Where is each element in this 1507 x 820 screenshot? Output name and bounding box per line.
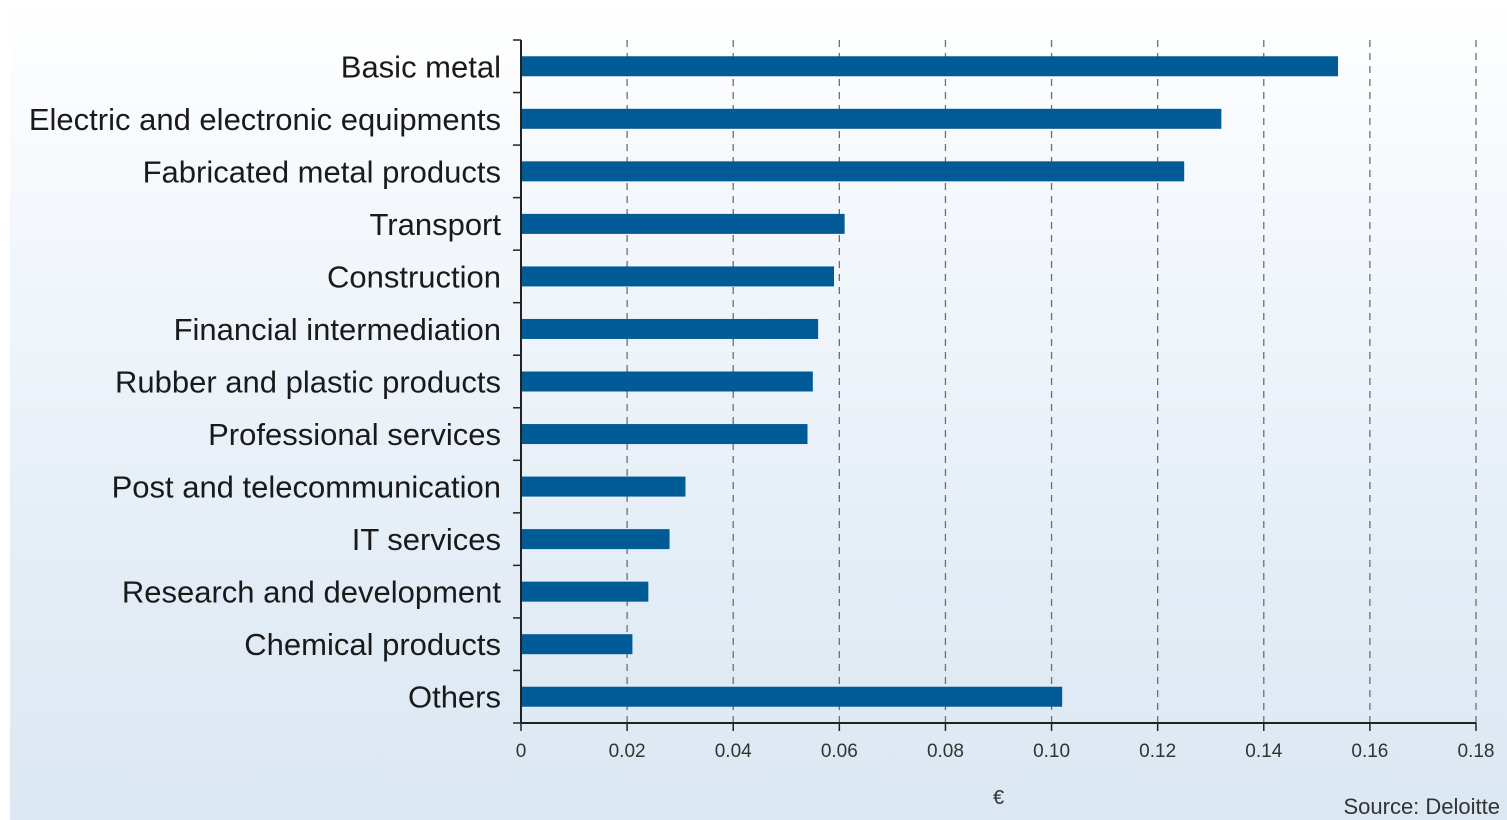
bar bbox=[521, 371, 813, 392]
bar bbox=[521, 424, 808, 445]
bar bbox=[521, 686, 1063, 707]
category-label: Chemical products bbox=[244, 627, 501, 662]
bar bbox=[521, 318, 819, 339]
x-tick-label: 0.18 bbox=[1458, 741, 1495, 762]
bar bbox=[521, 529, 670, 550]
x-tick-label: 0 bbox=[516, 741, 527, 762]
source-note: Source: Deloitte bbox=[1343, 794, 1500, 819]
bar bbox=[521, 581, 649, 602]
category-label: IT services bbox=[352, 522, 501, 557]
x-tick-label: 0.04 bbox=[715, 741, 752, 762]
category-label: Post and telecommunication bbox=[112, 470, 501, 505]
category-label: Financial intermediation bbox=[174, 312, 501, 347]
bar bbox=[521, 634, 633, 655]
x-tick-label: 0.08 bbox=[927, 741, 964, 762]
x-tick-label: 0.12 bbox=[1139, 741, 1176, 762]
x-tick-label: 0.16 bbox=[1351, 741, 1388, 762]
x-tick-label: 0.02 bbox=[609, 741, 646, 762]
category-label: Professional services bbox=[208, 417, 501, 452]
category-label: Construction bbox=[327, 259, 501, 294]
bar bbox=[521, 266, 835, 287]
axes bbox=[513, 39, 1477, 731]
bar bbox=[521, 213, 845, 234]
bars bbox=[521, 56, 1339, 707]
category-label: Basic metal bbox=[341, 49, 501, 84]
bar bbox=[521, 108, 1222, 129]
x-axis-label: € bbox=[993, 787, 1004, 809]
category-label: Electric and electronic equipments bbox=[29, 102, 501, 137]
bar bbox=[521, 476, 686, 497]
category-label: Others bbox=[408, 680, 501, 715]
category-labels: Basic metal Electric and electronic equip… bbox=[29, 49, 502, 714]
x-tick-labels: 0 0.02 0.04 0.06 0.08 0.10 0.12 0.14 0.16 0.18 bbox=[516, 741, 1495, 762]
x-tick-label: 0.14 bbox=[1245, 741, 1282, 762]
x-tick-label: 0.10 bbox=[1033, 741, 1070, 762]
category-label: Fabricated metal products bbox=[143, 154, 501, 189]
chart-background bbox=[10, 0, 1507, 820]
x-tick-label: 0.06 bbox=[821, 741, 858, 762]
bar bbox=[521, 56, 1339, 77]
category-label: Research and development bbox=[122, 575, 502, 610]
bar bbox=[521, 161, 1185, 182]
category-label: Transport bbox=[369, 207, 501, 242]
category-label: Rubber and plastic products bbox=[115, 365, 501, 400]
